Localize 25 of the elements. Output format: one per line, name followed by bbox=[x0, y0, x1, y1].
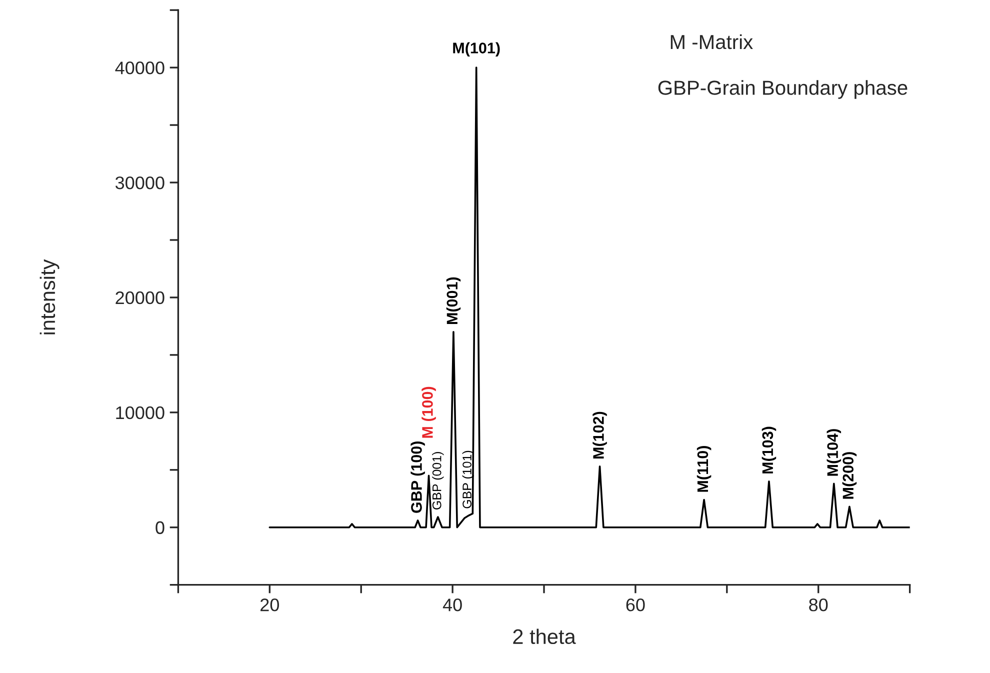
annotation: M(200) bbox=[842, 452, 857, 499]
y-tick-label: 30000 bbox=[115, 176, 164, 190]
y-tick-label: 0 bbox=[156, 521, 164, 534]
annotation: M -Matrix bbox=[670, 34, 753, 50]
x-tick-label: 60 bbox=[626, 598, 645, 612]
y-tick-label: 40000 bbox=[115, 62, 164, 74]
annotation: M(001) bbox=[446, 277, 461, 324]
annotation: M (100) bbox=[422, 386, 436, 438]
x-axis-title: 2 theta bbox=[513, 628, 576, 644]
annotation: GBP (101) bbox=[462, 450, 474, 508]
annotation: M(101) bbox=[453, 42, 500, 56]
x-tick-label: 40 bbox=[442, 598, 462, 612]
annotation: M(103) bbox=[762, 426, 776, 474]
x-tick-label: 20 bbox=[260, 598, 279, 612]
annotation: M(104) bbox=[826, 429, 842, 476]
line-series bbox=[268, 66, 910, 528]
annotation: M(102) bbox=[592, 412, 607, 458]
y-axis-title: intensity bbox=[40, 259, 60, 334]
annotation: M(110) bbox=[696, 446, 712, 492]
x-tick-label: 80 bbox=[809, 598, 828, 612]
annotation: GBP-Grain Boundary phase bbox=[658, 80, 908, 99]
annotation: GBP (100) bbox=[410, 442, 425, 513]
y-tick-label: 20000 bbox=[116, 291, 164, 304]
annotation: GBP (001) bbox=[432, 452, 444, 510]
y-tick-label: 10000 bbox=[116, 406, 164, 420]
